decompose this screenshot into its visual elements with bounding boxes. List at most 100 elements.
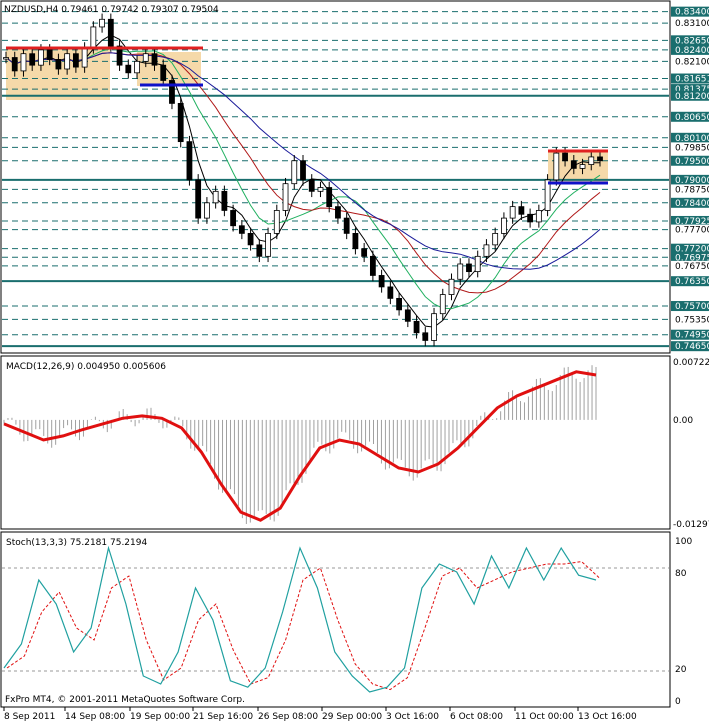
- candle-body: [116, 45, 123, 66]
- moving-average-line: [5, 48, 601, 310]
- candle-body: [256, 244, 263, 257]
- candle-body: [38, 49, 44, 66]
- candle-body: [378, 275, 385, 288]
- price-tick-label: 0.76750: [675, 262, 709, 272]
- price-tick-label: 0.83400: [675, 8, 709, 18]
- stoch-signal-line: [6, 561, 600, 691]
- price-tag: [671, 276, 709, 287]
- candle-body: [72, 53, 79, 68]
- candle-body: [142, 53, 149, 62]
- stoch-axis: 100 80 20 0: [675, 537, 692, 707]
- candle-body: [483, 244, 490, 257]
- candle-body: [308, 179, 315, 192]
- price-tag: [671, 44, 709, 55]
- candle-body: [326, 187, 333, 208]
- candle-body: [169, 80, 175, 104]
- candle-body: [404, 309, 411, 322]
- time-axis: 8 Sep 2011 14 Sep 08:00 19 Sep 00:00 21 Sep…: [3, 707, 637, 722]
- candle-body: [3, 57, 9, 60]
- candle-body: [553, 152, 560, 181]
- time-tick-label: 14 Sep 08:00: [65, 712, 125, 722]
- candle-body: [518, 206, 525, 215]
- candle-body: [221, 190, 228, 211]
- price-tag: [671, 35, 709, 46]
- candle-body: [535, 210, 542, 223]
- price-tag: [671, 314, 709, 325]
- candle-body: [125, 64, 132, 74]
- candle-body: [238, 225, 245, 234]
- macd-signal-line: [3, 370, 597, 522]
- candle-body: [431, 313, 437, 341]
- price-tick-label: 0.81375: [675, 85, 709, 95]
- candle-body: [317, 187, 324, 192]
- candle-body: [527, 213, 534, 223]
- symbol-header: NZDUSD,H4 0.79461 0.79742 0.79307 0.7950…: [4, 5, 219, 15]
- candle-body: [291, 160, 298, 185]
- price-tag: [671, 84, 709, 95]
- candle-body: [457, 263, 464, 280]
- candle-body: [99, 18, 105, 28]
- candle-body: [509, 206, 516, 219]
- macd-tick-label: -0.012979: [673, 520, 709, 530]
- price-tag: [671, 155, 709, 166]
- time-tick-label: 6 Oct 08:00: [450, 712, 503, 722]
- candle-body: [195, 179, 202, 219]
- price-tick-label: 0.75350: [675, 315, 709, 325]
- candle-body: [335, 206, 341, 219]
- candle-body: [300, 160, 306, 181]
- price-tag: [671, 215, 709, 226]
- stoch-tick-label: 0: [675, 697, 681, 707]
- stoch-main-line: [3, 545, 597, 693]
- price-tick-label: 0.81200: [675, 92, 709, 102]
- price-tick-label: 0.79000: [675, 176, 709, 186]
- price-tick-label: 0.82400: [675, 46, 709, 56]
- time-tick-label: 8 Sep 2011: [4, 712, 55, 722]
- candle-body: [46, 49, 53, 60]
- candle-body: [439, 294, 446, 315]
- price-tick-label: 0.80100: [675, 134, 709, 144]
- candle-body: [247, 232, 254, 246]
- price-tag: [671, 174, 709, 185]
- candle-body: [369, 255, 376, 276]
- candle-body: [230, 210, 237, 227]
- time-tick-label: 3 Oct 16:00: [386, 712, 439, 722]
- price-tick-label: 0.77925: [675, 217, 709, 227]
- candle-body: [343, 217, 350, 234]
- candle-body: [562, 152, 568, 162]
- horizontal-levels: [2, 11, 669, 348]
- candle-body: [212, 190, 219, 204]
- candle-body: [544, 179, 551, 211]
- price-tag: [671, 184, 709, 195]
- price-tag: [671, 341, 709, 352]
- price-tag: [671, 111, 709, 122]
- price-tick-label: 0.76350: [675, 277, 709, 287]
- candle-body: [11, 57, 18, 72]
- candle-body: [466, 263, 472, 273]
- price-tick-label: 0.78750: [675, 185, 709, 195]
- price-tag: [671, 329, 709, 340]
- price-tag: [671, 6, 709, 17]
- price-candles: [3, 13, 603, 347]
- price-tag: [671, 252, 709, 263]
- price-tag: [671, 132, 709, 143]
- price-tag: [671, 301, 709, 312]
- price-tick-label: 0.82100: [675, 57, 709, 67]
- candle-body: [588, 156, 595, 165]
- price-tick-label: 0.74950: [675, 331, 709, 341]
- candle-body: [81, 47, 88, 68]
- candle-body: [204, 202, 210, 219]
- price-tick-label: 0.78400: [675, 199, 709, 209]
- price-tag: [671, 142, 709, 153]
- candle-body: [422, 332, 429, 341]
- price-tag: [671, 224, 709, 235]
- price-tag: [671, 197, 709, 208]
- candle-body: [177, 103, 184, 143]
- price-tag: [671, 18, 709, 29]
- candle-body: [474, 255, 481, 273]
- candle-body: [55, 59, 62, 70]
- stoch-tick-label: 100: [675, 537, 692, 547]
- price-tag: [671, 90, 709, 101]
- time-tick-label: 21 Sep 16:00: [193, 712, 253, 722]
- candle-body: [413, 320, 420, 334]
